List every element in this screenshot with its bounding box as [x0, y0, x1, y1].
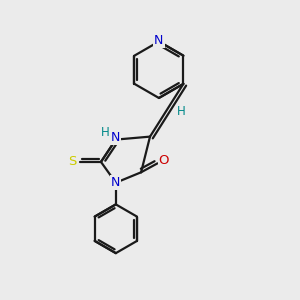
Text: N: N: [110, 131, 120, 144]
Text: N: N: [154, 34, 164, 47]
Text: N: N: [110, 176, 120, 189]
Text: O: O: [159, 154, 169, 167]
Text: H: H: [101, 126, 110, 139]
Text: H: H: [177, 105, 185, 118]
Text: S: S: [68, 155, 77, 168]
